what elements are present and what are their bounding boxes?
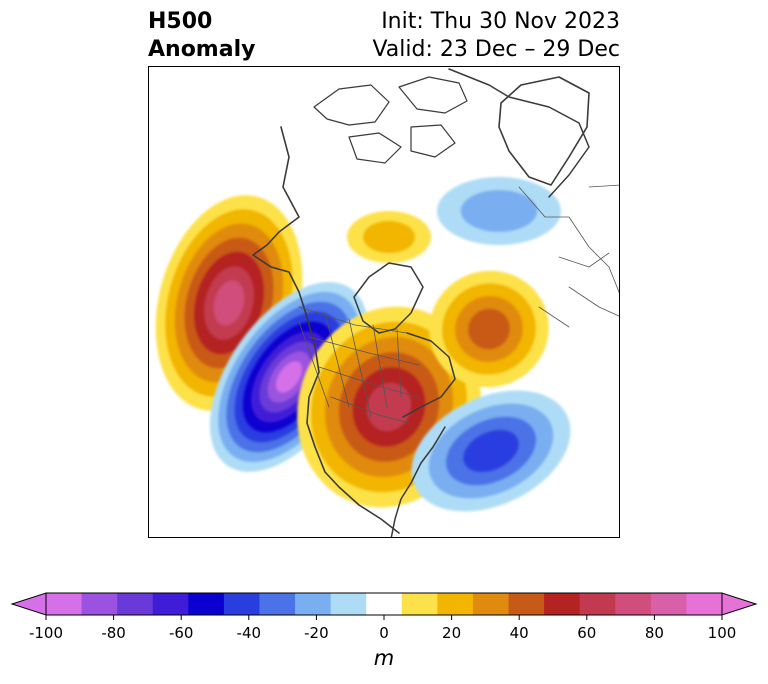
anomaly-contour-level [275,361,303,393]
greenland [498,76,590,186]
colorbar-swatch [117,593,154,615]
colorbar-swatch [401,593,438,615]
colorbar-swatch [508,593,545,615]
colorbar-swatch [188,593,225,615]
colorbar-tick-label: -80 [101,624,126,642]
hudson-bay-coast [353,262,424,334]
colorbar-tick-label: 0 [379,624,389,642]
anomaly-contour-level [366,382,412,432]
arctic-russia-trough [437,177,561,245]
colorbar-swatch [295,593,332,615]
border-lines [298,306,420,424]
labrador-coast [402,332,456,418]
init-date: Init: Thu 30 Nov 2023 [381,9,620,34]
alaska-coast [252,126,400,534]
title-right: Init: Thu 30 Nov 2023 Valid: 23 Dec – 29… [372,8,620,64]
colorbar-tick-label: -100 [28,624,64,642]
colorbar-swatch [615,593,652,615]
colorbar-tick-label: 20 [442,624,462,642]
west-coast-trough [209,282,369,472]
hudson-bay-north-ridge [347,211,431,263]
colorbar-bar [10,592,758,620]
anomaly-contour-level [460,190,538,232]
coastlines-borders [252,68,619,537]
colorbar-tick-label: -60 [168,624,194,642]
siberia-coast [448,68,590,198]
anomaly-map [155,68,619,537]
colorbar-tick-label: 60 [577,624,597,642]
colorbar-swatch [330,593,367,615]
colorbar-swatch [81,593,118,615]
colorbar-swatch [472,593,510,615]
colorbar-swatch [544,593,581,615]
arctic-island-2 [398,76,468,114]
colorbar-swatch [437,593,474,615]
anomaly-contour-level [213,280,245,326]
colorbar-tick-label: 80 [644,624,664,642]
western-atlantic-trough [411,390,571,512]
colorbar-extend-under [10,592,47,616]
colorbar: -100 -80 -60 -40 -20 0 20 40 60 80 100 m [10,588,758,678]
colorbar-extend-over [721,592,758,616]
colorbar-swatch [650,593,687,615]
colorbar-tick-label: 40 [509,624,529,642]
colorbar-swatch [366,593,403,615]
greenland-ridge [429,270,549,388]
title-left: H500 Anomaly [148,8,255,64]
colorbar-tick-label: -20 [304,624,329,642]
map-panel [148,66,620,538]
colorbar-swatch [579,593,616,615]
colorbar-unit: m [373,646,395,670]
colorbar-swatch [152,593,189,615]
anomaly-contour-level [463,429,519,473]
colorbar-tick-label: -40 [236,624,262,642]
colorbar-swatch [223,593,260,615]
valid-date: Valid: 23 Dec – 29 Dec [372,37,620,62]
colorbar-swatch [686,593,723,615]
europe-borders [518,184,619,328]
anomaly-contour-level [363,221,415,253]
title-line2: Anomaly [148,37,256,62]
arctic-island-1 [313,84,390,126]
arctic-island-3 [348,132,402,164]
colorbar-swatch [46,593,83,615]
title-line1: H500 [148,9,213,34]
arctic-island-4 [410,124,456,158]
central-canada-ridge [297,306,481,508]
colorbar-swatch [259,593,296,615]
colorbar-tick-label: 100 [707,624,737,642]
east-coast [390,426,446,537]
anomaly-contours [155,177,571,512]
anomaly-contour-level [468,308,510,350]
